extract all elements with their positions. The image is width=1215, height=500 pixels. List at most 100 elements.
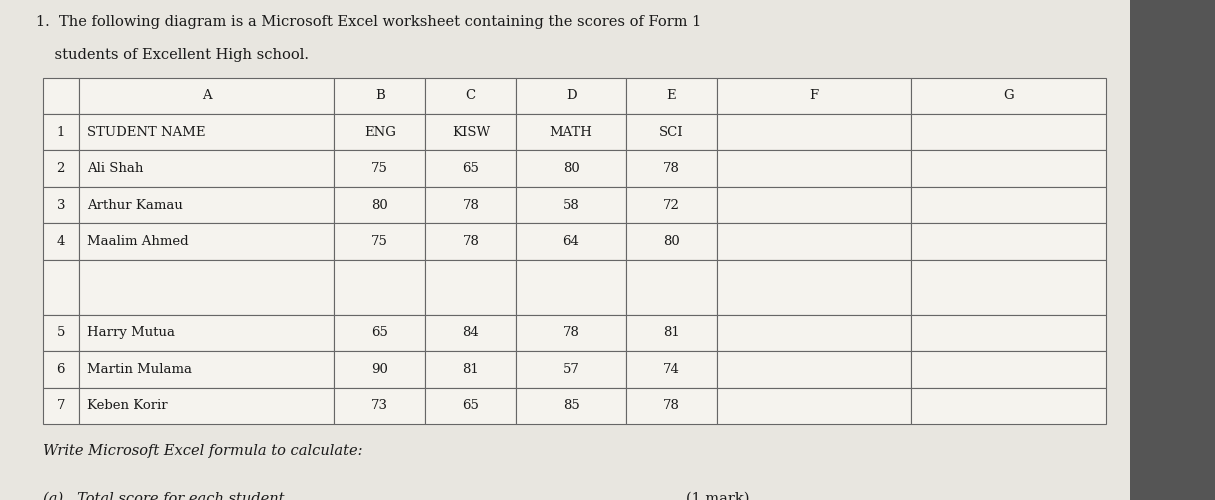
- Text: 90: 90: [372, 363, 388, 376]
- Bar: [425, 260, 516, 314]
- Text: 75: 75: [372, 162, 388, 175]
- Bar: [425, 314, 516, 351]
- Text: 4: 4: [57, 235, 64, 248]
- Bar: [911, 114, 1106, 150]
- Bar: [516, 78, 626, 114]
- Text: Ali Shah: Ali Shah: [87, 162, 143, 175]
- Text: 80: 80: [663, 235, 679, 248]
- Bar: [334, 150, 425, 187]
- Text: 65: 65: [372, 326, 388, 340]
- Bar: [334, 260, 425, 314]
- Text: ENG: ENG: [363, 126, 396, 138]
- Bar: [717, 314, 911, 351]
- Text: 65: 65: [463, 162, 479, 175]
- Bar: [717, 224, 911, 260]
- Text: F: F: [809, 89, 819, 102]
- Text: 80: 80: [372, 198, 388, 211]
- Text: KISW: KISW: [452, 126, 490, 138]
- Bar: [516, 314, 626, 351]
- Text: 80: 80: [563, 162, 580, 175]
- Bar: [334, 114, 425, 150]
- Text: D: D: [566, 89, 576, 102]
- Bar: [334, 314, 425, 351]
- Bar: [425, 150, 516, 187]
- Text: (1 mark): (1 mark): [686, 492, 750, 500]
- Text: 84: 84: [463, 326, 479, 340]
- Text: C: C: [465, 89, 476, 102]
- Bar: [516, 114, 626, 150]
- Bar: [626, 388, 717, 424]
- Text: 3: 3: [57, 198, 64, 211]
- Bar: [626, 314, 717, 351]
- Text: 2: 2: [57, 162, 64, 175]
- Bar: [79, 260, 334, 314]
- Text: 58: 58: [563, 198, 580, 211]
- Bar: [717, 78, 911, 114]
- Bar: [626, 78, 717, 114]
- Text: 73: 73: [372, 400, 388, 412]
- Bar: [334, 224, 425, 260]
- Bar: [425, 351, 516, 388]
- Text: 81: 81: [463, 363, 479, 376]
- Text: students of Excellent High school.: students of Excellent High school.: [36, 48, 310, 62]
- Bar: [911, 314, 1106, 351]
- Bar: [43, 150, 79, 187]
- Bar: [425, 388, 516, 424]
- Bar: [1130, 0, 1215, 500]
- Bar: [425, 187, 516, 224]
- Text: 57: 57: [563, 363, 580, 376]
- Bar: [626, 150, 717, 187]
- Bar: [425, 224, 516, 260]
- Text: Write Microsoft Excel formula to calculate:: Write Microsoft Excel formula to calcula…: [43, 444, 362, 458]
- Text: 78: 78: [663, 400, 679, 412]
- Bar: [911, 388, 1106, 424]
- Bar: [911, 260, 1106, 314]
- Bar: [516, 150, 626, 187]
- Text: B: B: [374, 89, 385, 102]
- Text: 75: 75: [372, 235, 388, 248]
- Text: E: E: [667, 89, 676, 102]
- Bar: [43, 388, 79, 424]
- Bar: [516, 187, 626, 224]
- Text: 64: 64: [563, 235, 580, 248]
- Text: 78: 78: [463, 198, 479, 211]
- Bar: [911, 224, 1106, 260]
- Bar: [43, 260, 79, 314]
- Text: 72: 72: [663, 198, 679, 211]
- Text: A: A: [202, 89, 211, 102]
- Bar: [516, 388, 626, 424]
- Bar: [425, 114, 516, 150]
- Text: Keben Korir: Keben Korir: [87, 400, 168, 412]
- Bar: [626, 224, 717, 260]
- Bar: [911, 351, 1106, 388]
- Bar: [717, 351, 911, 388]
- Bar: [79, 187, 334, 224]
- Text: 1: 1: [57, 126, 64, 138]
- Bar: [43, 314, 79, 351]
- Text: STUDENT NAME: STUDENT NAME: [87, 126, 207, 138]
- Text: G: G: [1004, 89, 1013, 102]
- Bar: [717, 260, 911, 314]
- Bar: [626, 351, 717, 388]
- Bar: [79, 78, 334, 114]
- Bar: [79, 150, 334, 187]
- Text: 78: 78: [663, 162, 679, 175]
- Bar: [425, 78, 516, 114]
- Text: 7: 7: [57, 400, 64, 412]
- Bar: [911, 78, 1106, 114]
- Bar: [516, 224, 626, 260]
- Bar: [717, 114, 911, 150]
- Text: Martin Mulama: Martin Mulama: [87, 363, 192, 376]
- Bar: [79, 314, 334, 351]
- Bar: [43, 187, 79, 224]
- Bar: [334, 351, 425, 388]
- Bar: [43, 114, 79, 150]
- Bar: [334, 388, 425, 424]
- Bar: [79, 388, 334, 424]
- Text: Arthur Kamau: Arthur Kamau: [87, 198, 183, 211]
- Text: (a)   Total score for each student.: (a) Total score for each student.: [43, 492, 289, 500]
- Text: 6: 6: [57, 363, 64, 376]
- Text: 5: 5: [57, 326, 64, 340]
- Bar: [43, 224, 79, 260]
- Bar: [911, 187, 1106, 224]
